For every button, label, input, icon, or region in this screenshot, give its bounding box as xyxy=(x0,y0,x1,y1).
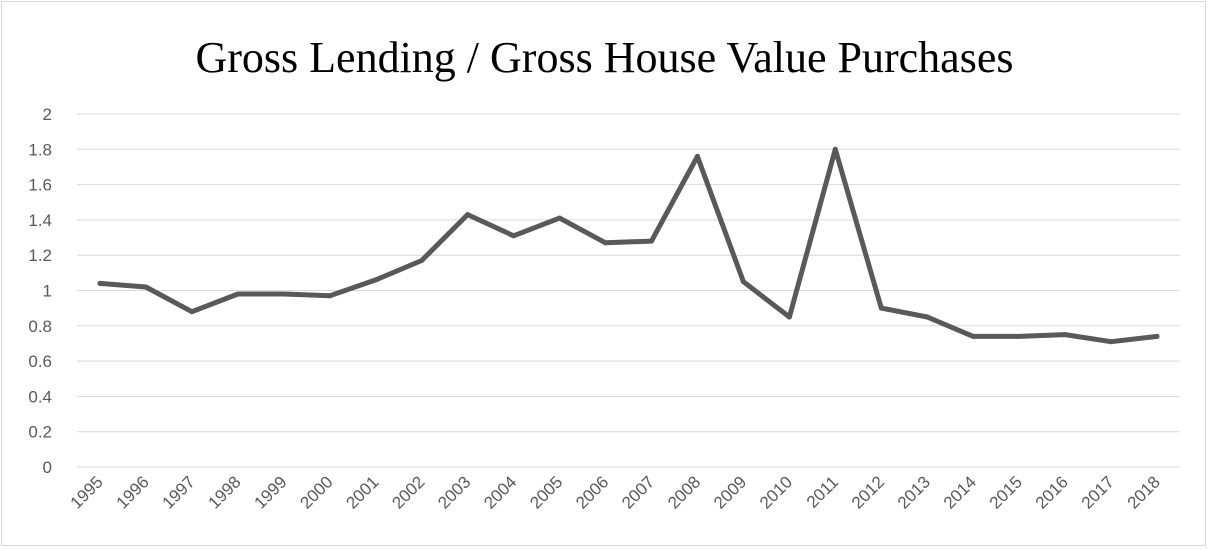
data-point xyxy=(327,293,333,299)
data-point xyxy=(603,240,609,246)
x-tick-label: 2015 xyxy=(986,472,1026,512)
x-tick-label: 2016 xyxy=(1032,472,1072,512)
data-point xyxy=(281,291,287,297)
x-tick-label: 1995 xyxy=(67,472,107,512)
x-tick-label: 2018 xyxy=(1124,472,1164,512)
x-tick-label: 2012 xyxy=(848,472,888,512)
x-tick-label: 2008 xyxy=(664,472,704,512)
data-point xyxy=(648,238,654,244)
data-point xyxy=(970,333,976,339)
x-tick-label: 2011 xyxy=(803,472,842,511)
data-point xyxy=(740,279,746,285)
x-axis-tick-labels: 1995 1996 1997 1998 1999 2000 2001 2002 2003 2004… xyxy=(67,472,1164,512)
data-point xyxy=(97,280,103,286)
series-layer xyxy=(97,146,1160,345)
x-tick-label: 2001 xyxy=(342,472,382,512)
y-tick-label: 1.6 xyxy=(28,176,52,195)
data-point xyxy=(832,146,838,152)
y-tick-label: 2 xyxy=(43,105,52,124)
data-point xyxy=(1108,339,1114,345)
data-point xyxy=(694,153,700,159)
x-tick-label: 2004 xyxy=(480,472,520,512)
x-tick-label: 1996 xyxy=(113,472,153,512)
x-tick-label: 1999 xyxy=(250,472,290,512)
data-point xyxy=(189,309,195,315)
data-point xyxy=(419,257,425,263)
x-tick-label: 2003 xyxy=(434,472,474,512)
x-tick-label: 2014 xyxy=(940,472,980,512)
x-tick-label: 2002 xyxy=(388,472,428,512)
data-point xyxy=(465,212,471,218)
y-tick-label: 1.8 xyxy=(28,140,52,159)
data-point xyxy=(786,314,792,320)
y-tick-label: 0.2 xyxy=(28,423,52,442)
x-tick-label: 2009 xyxy=(710,472,750,512)
x-tick-label: 2013 xyxy=(894,472,934,512)
data-point xyxy=(143,284,149,290)
data-point xyxy=(373,277,379,283)
data-point xyxy=(235,291,241,297)
data-point xyxy=(1154,333,1160,339)
x-tick-label: 2010 xyxy=(756,472,796,512)
x-tick-label: 1997 xyxy=(159,472,199,512)
data-point xyxy=(1062,332,1068,338)
y-tick-label: 1.2 xyxy=(28,246,52,265)
chart-title: Gross Lending / Gross House Value Purcha… xyxy=(195,33,1014,82)
y-axis-tick-labels: 0 0.2 0.4 0.6 0.8 1 1.2 1.4 1.6 1.8 2 xyxy=(28,105,52,477)
data-point xyxy=(557,215,563,221)
y-tick-label: 0.6 xyxy=(28,352,52,371)
x-tick-label: 2005 xyxy=(526,472,566,512)
x-tick-label: 2006 xyxy=(572,472,612,512)
x-tick-label: 2007 xyxy=(618,472,658,512)
data-point xyxy=(878,305,884,311)
data-point xyxy=(1016,333,1022,339)
y-tick-label: 0.8 xyxy=(28,317,52,336)
y-tick-label: 0.4 xyxy=(28,387,52,406)
data-point xyxy=(924,314,930,320)
x-tick-label: 1998 xyxy=(204,472,244,512)
y-tick-label: 1 xyxy=(43,282,52,301)
y-tick-label: 0 xyxy=(43,458,52,477)
gridlines xyxy=(77,113,1180,468)
series-line xyxy=(97,146,1160,345)
data-point xyxy=(511,233,517,239)
y-tick-label: 1.4 xyxy=(28,211,52,230)
x-tick-label: 2000 xyxy=(296,472,336,512)
x-tick-label: 2017 xyxy=(1078,472,1118,512)
